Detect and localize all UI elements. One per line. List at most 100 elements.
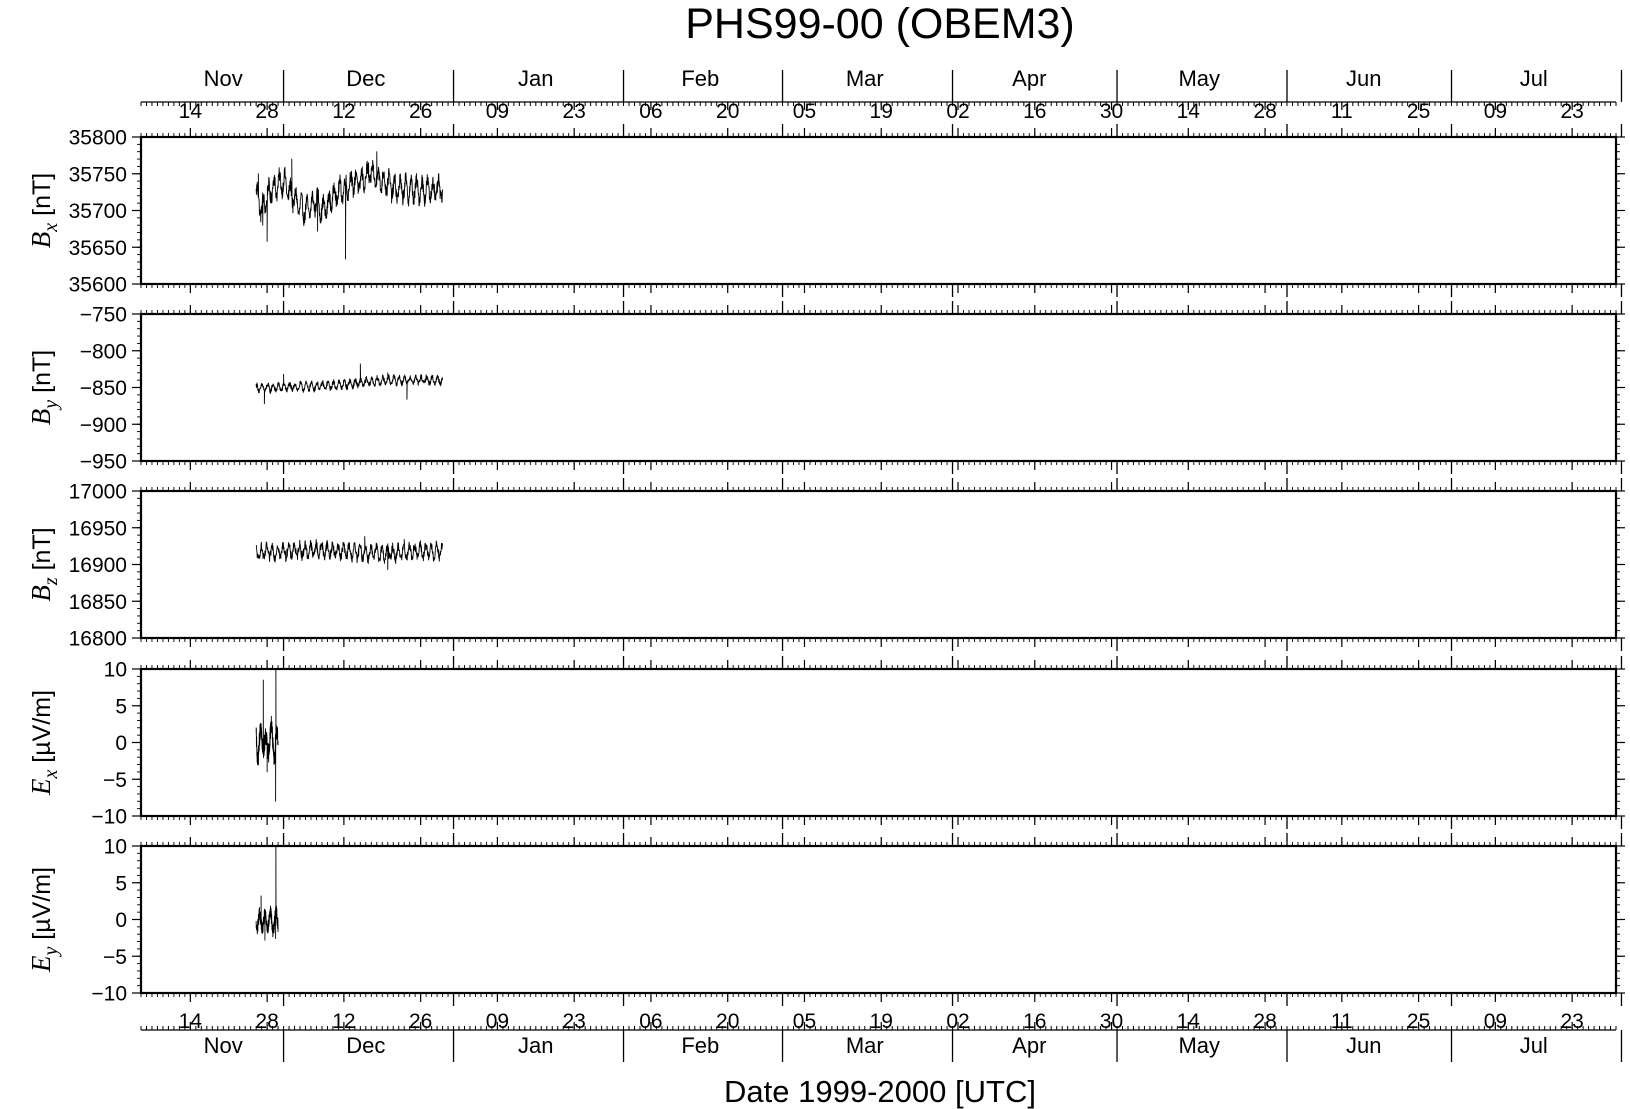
- y-tick-label: 10: [104, 836, 127, 859]
- top-month-label: Mar: [846, 66, 884, 91]
- series-line-bx: [255, 151, 444, 260]
- top-month-label: Jan: [518, 66, 553, 91]
- bottom-day-label: 30: [1100, 1010, 1123, 1033]
- top-day-label: 16: [1023, 100, 1046, 123]
- top-day-label: 23: [1560, 100, 1583, 123]
- panel-frame-bz: [139, 489, 1618, 640]
- top-month-label: Feb: [681, 66, 719, 91]
- bottom-day-label: 12: [332, 1010, 355, 1033]
- y-tick-label: 35650: [69, 237, 127, 260]
- top-day-label: 28: [255, 100, 278, 123]
- x-axis-label: Date 1999-2000 [UTC]: [724, 1074, 1036, 1109]
- bottom-day-label: 05: [793, 1010, 816, 1033]
- y-tick-label: 16900: [69, 554, 127, 577]
- bottom-month-label: Jul: [1520, 1033, 1548, 1058]
- y-tick-label: −750: [80, 304, 127, 327]
- top-day-label: 09: [1484, 100, 1507, 123]
- top-day-label: 02: [946, 100, 969, 123]
- bottom-day-label: 23: [1560, 1010, 1583, 1033]
- y-tick-label: 35700: [69, 200, 127, 223]
- y-tick-label: −900: [80, 414, 127, 437]
- top-day-label: 11: [1331, 100, 1353, 123]
- bottom-day-label: 06: [639, 1010, 662, 1033]
- top-day-label: 05: [793, 100, 816, 123]
- y-tick-label: 35600: [69, 274, 127, 297]
- bottom-day-label: 14: [1177, 1010, 1201, 1033]
- y-tick-label: 16950: [69, 517, 127, 540]
- y-tick-label: −800: [80, 340, 127, 363]
- y-axis-label-ey: Ey [µV/m]: [26, 867, 62, 973]
- y-tick-label: 16850: [69, 591, 127, 614]
- top-day-label: 09: [486, 100, 509, 123]
- series-line-ex: [255, 668, 279, 802]
- top-day-label: 23: [562, 100, 585, 123]
- y-tick-label: −850: [80, 377, 127, 400]
- y-tick-label: −5: [103, 769, 127, 792]
- bottom-day-label: 23: [562, 1010, 585, 1033]
- chart-title: PHS99-00 (OBEM3): [685, 0, 1075, 48]
- top-month-label: Apr: [1012, 66, 1046, 91]
- top-day-label: 26: [409, 100, 432, 123]
- y-axis-label-by: By [nT]: [26, 350, 62, 425]
- bottom-month-label: Nov: [204, 1033, 243, 1058]
- y-axis-label-bz: Bz [nT]: [26, 527, 62, 601]
- top-month-label: Jul: [1520, 66, 1548, 91]
- top-month-label: Nov: [204, 66, 243, 91]
- bottom-day-label: 26: [409, 1010, 432, 1033]
- bottom-month-label: Dec: [346, 1033, 385, 1058]
- y-tick-label: 10: [104, 659, 127, 682]
- bottom-day-label: 28: [255, 1010, 278, 1033]
- top-day-label: 14: [1177, 100, 1201, 123]
- panel-frame-by: [139, 312, 1618, 463]
- axes: 14 28 12 26 09 23 06 20 05 19 02 16 30 14 28 11 25 09 23No…: [26, 66, 1625, 1062]
- y-tick-label: −5: [103, 946, 127, 969]
- y-tick-label: 0: [115, 732, 127, 755]
- bottom-day-label: 14: [179, 1010, 203, 1033]
- bottom-month-label: Feb: [681, 1033, 719, 1058]
- y-tick-label: −10: [91, 983, 127, 1006]
- bottom-month-label: Mar: [846, 1033, 884, 1058]
- top-day-label: 12: [332, 100, 355, 123]
- y-tick-label: 5: [115, 872, 127, 895]
- panel-frame-bx: [139, 135, 1618, 286]
- bottom-day-label: 19: [870, 1010, 893, 1033]
- panel-frame-ex: [139, 667, 1618, 818]
- top-day-label: 20: [716, 100, 739, 123]
- bottom-day-label: 11: [1331, 1010, 1353, 1033]
- y-tick-label: 5: [115, 695, 127, 718]
- bottom-day-label: 20: [716, 1010, 739, 1033]
- top-month-label: May: [1178, 66, 1220, 91]
- bottom-month-label: Apr: [1012, 1033, 1046, 1058]
- bottom-month-label: May: [1178, 1033, 1220, 1058]
- y-tick-label: 16800: [69, 628, 127, 651]
- bottom-day-label: 25: [1407, 1010, 1430, 1033]
- y-tick-label: 35750: [69, 163, 127, 186]
- series-line-by: [255, 363, 444, 405]
- bottom-day-label: 28: [1253, 1010, 1276, 1033]
- bottom-day-label: 02: [946, 1010, 969, 1033]
- panel-frame-ey: [139, 844, 1618, 995]
- top-day-label: 25: [1407, 100, 1430, 123]
- bottom-day-label: 16: [1023, 1010, 1046, 1033]
- series-line-bz: [255, 536, 444, 571]
- top-month-label: Dec: [346, 66, 385, 91]
- series-line-ey: [255, 845, 279, 941]
- y-tick-label: 0: [115, 909, 127, 932]
- bottom-month-label: Jan: [518, 1033, 553, 1058]
- top-day-label: 14: [179, 100, 203, 123]
- y-tick-label: 17000: [69, 481, 127, 504]
- series: [255, 151, 444, 941]
- bottom-month-label: Jun: [1346, 1033, 1381, 1058]
- top-day-label: 19: [870, 100, 893, 123]
- top-day-label: 28: [1253, 100, 1276, 123]
- top-day-label: 30: [1100, 100, 1123, 123]
- top-month-label: Jun: [1346, 66, 1381, 91]
- y-tick-label: −950: [80, 451, 127, 474]
- y-tick-label: 35800: [69, 127, 127, 150]
- y-axis-label-bx: Bx [nT]: [26, 173, 62, 248]
- y-axis-label-ex: Ex [µV/m]: [26, 690, 62, 796]
- bottom-day-label: 09: [486, 1010, 509, 1033]
- y-tick-label: −10: [91, 806, 127, 829]
- top-day-label: 06: [639, 100, 662, 123]
